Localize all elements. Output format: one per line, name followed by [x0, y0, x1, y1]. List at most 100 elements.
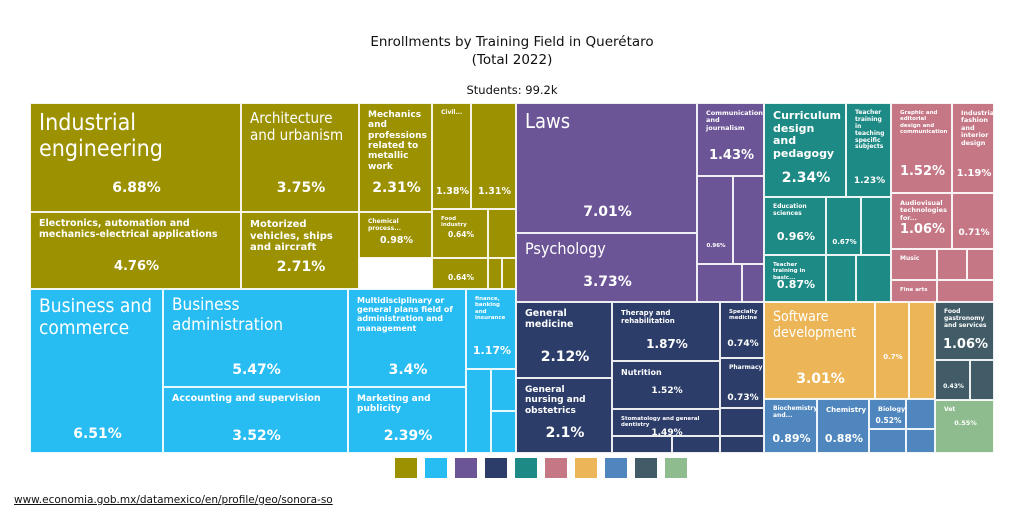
treemap-cell-minor-social[interactable]: [733, 176, 764, 264]
treemap-cell-teacher-training-in-basic[interactable]: Teacher training in basic... 0.87%: [764, 255, 826, 302]
legend-swatch[interactable]: [485, 458, 507, 478]
treemap-cell-graphic-and-editorial-design-and-communi[interactable]: Graphic and editorial design and communi…: [891, 103, 952, 193]
treemap-cell-food-industry[interactable]: Food industry 0.64%: [432, 209, 488, 258]
legend-swatch[interactable]: [605, 458, 627, 478]
cell-value: 2.71%: [276, 259, 326, 275]
treemap-cell-electronics-automation-and-mechanics-ele[interactable]: Electronics, automation and mechanics-el…: [30, 212, 241, 289]
treemap-cell-civil[interactable]: Civil... 1.38%: [432, 103, 471, 209]
legend-swatch[interactable]: [545, 458, 567, 478]
treemap-cell-communication-and-journalism[interactable]: Communication and journalism 1.43%: [697, 103, 764, 176]
treemap-cell-minor-naturalsci[interactable]: [906, 399, 935, 429]
treemap-cell-psychology[interactable]: Psychology 3.73%: [516, 233, 697, 302]
treemap-cell-minor-social[interactable]: [697, 264, 742, 302]
treemap-cell-vet[interactable]: Vet 0.55%: [935, 400, 994, 453]
treemap-cell-biology[interactable]: Biology 0.52%: [869, 399, 906, 429]
legend-swatch[interactable]: [635, 458, 657, 478]
treemap-cell-industrial-fashion-and-interior-design[interactable]: Industrial, fashion and interior design 1…: [952, 103, 994, 193]
chart-title: Enrollments by Training Field in Queréta…: [0, 33, 1024, 69]
cell-value: 3.01%: [796, 371, 845, 387]
treemap-cell-music[interactable]: Music: [891, 249, 937, 280]
legend-swatch[interactable]: [665, 458, 687, 478]
legend-swatch[interactable]: [425, 458, 447, 478]
cell-label: Curriculum design and pedagogy: [773, 109, 841, 160]
treemap-cell-minor-arts[interactable]: [937, 249, 967, 280]
treemap-cell-minor-engineering[interactable]: [502, 258, 516, 289]
treemap-cell-business-and-commerce[interactable]: Business and commerce 6.51%: [30, 289, 163, 453]
treemap-cell-sciences-39[interactable]: 0.7%: [875, 302, 909, 399]
legend-swatch[interactable]: [395, 458, 417, 478]
treemap-cell-minor-arts[interactable]: [967, 249, 994, 280]
cell-value: 1.19%: [956, 168, 992, 179]
treemap-cell-engineering-9[interactable]: 0.64%: [432, 258, 488, 289]
treemap-cell-chemical-process[interactable]: Chemical process... 0.98%: [359, 212, 432, 258]
treemap-cell-minor-naturalsci[interactable]: [906, 429, 935, 453]
cell-label: Graphic and editorial design and communi…: [900, 110, 948, 135]
treemap-cell-minor-education[interactable]: [826, 255, 856, 302]
treemap-cell-minor-services[interactable]: [970, 360, 994, 400]
treemap-cell-biochemistry-and[interactable]: Biochemistry and... 0.89%: [764, 399, 817, 453]
cell-value: 0.71%: [958, 228, 990, 238]
treemap-cell-accounting-and-supervision[interactable]: Accounting and supervision 3.52%: [163, 387, 348, 453]
treemap-cell-minor-business[interactable]: [466, 369, 491, 453]
treemap-cell-finance-banking-and-insurance[interactable]: finance, banking and insurance 1.17%: [466, 289, 516, 369]
treemap-cell-minor-business[interactable]: [491, 369, 516, 411]
treemap-cell-nutrition[interactable]: Nutrition 1.52%: [612, 361, 720, 409]
treemap-cell-general-nursing-and-obstetrics[interactable]: General nursing and obstetrics 2.1%: [516, 378, 612, 453]
treemap-cell-specialty-medicine[interactable]: Specialty medicine 0.74%: [720, 302, 764, 358]
treemap-cell-general-medicine[interactable]: General medicine 2.12%: [516, 302, 612, 378]
treemap-cell-minor-health[interactable]: [672, 436, 720, 453]
treemap-cell-teacher-training-in-teaching-specific-su[interactable]: Teacher training in teaching specific su…: [846, 103, 891, 197]
treemap-cell-minor-education[interactable]: [856, 255, 891, 302]
treemap-cell-minor-sciences[interactable]: [909, 302, 935, 399]
treemap-cell-education-30[interactable]: 0.67%: [826, 197, 861, 255]
legend-swatch[interactable]: [575, 458, 597, 478]
treemap-cell-minor-health[interactable]: [720, 436, 764, 453]
treemap-cell-arts-35[interactable]: 0.71%: [952, 193, 994, 249]
treemap-cell-minor-health[interactable]: [612, 436, 672, 453]
cell-label: Civil...: [441, 109, 463, 116]
treemap-cell-social-19[interactable]: 0.96%: [697, 176, 733, 264]
cell-value: 0.96%: [706, 243, 726, 249]
treemap-cell-software-development[interactable]: Software development 3.01%: [764, 302, 875, 399]
cell-value: 4.76%: [113, 259, 160, 274]
treemap-cell-business-administration[interactable]: Business administration 5.47%: [163, 289, 348, 387]
treemap-cell-education-sciences[interactable]: Education sciences 0.96%: [764, 197, 826, 255]
treemap-cell-minor-social[interactable]: [742, 264, 764, 302]
treemap-cell-architecture-and-urbanism[interactable]: Architecture and urbanism 3.75%: [241, 103, 359, 212]
cell-label: Accounting and supervision: [172, 393, 321, 404]
legend-swatch[interactable]: [455, 458, 477, 478]
treemap-cell-multidisciplinary-or-general-plans-field[interactable]: Multidisciplinary or general plans field…: [348, 289, 466, 387]
treemap-cell-services-44[interactable]: 0.43%: [935, 360, 970, 400]
treemap-cell-minor-naturalsci[interactable]: [869, 429, 906, 453]
treemap-cell-minor-engineering[interactable]: [488, 209, 516, 258]
source-link[interactable]: www.economia.gob.mx/datamexico/en/profil…: [14, 494, 333, 506]
treemap-cell-mechanics-and-professions-related-to-met[interactable]: Mechanics and professions related to met…: [359, 103, 432, 212]
cell-label: Marketing and publicity: [357, 394, 431, 415]
cell-label: Motorized vehicles, ships and aircraft: [250, 219, 333, 253]
treemap-cell-minor-education[interactable]: [861, 197, 891, 255]
treemap-cell-audiovisual-technologies-for[interactable]: Audiovisual technologies for... 1.06%: [891, 193, 952, 249]
cell-value: 0.87%: [776, 278, 816, 291]
treemap-cell-minor-health[interactable]: [720, 408, 764, 436]
treemap-cell-minor-arts[interactable]: [937, 280, 994, 302]
treemap-cell-motorized-vehicles-ships-and-aircraft[interactable]: Motorized vehicles, ships and aircraft 2.…: [241, 212, 359, 289]
treemap-cell-engineering-6[interactable]: 1.31%: [471, 103, 516, 209]
treemap-cell-food-gastronomy-and-services[interactable]: Food gastronomy and services 1.06%: [935, 302, 994, 360]
cell-label: Biology: [878, 405, 906, 413]
treemap-cell-marketing-and-publicity[interactable]: Marketing and publicity 2.39%: [348, 387, 466, 453]
treemap-cell-fine-arts[interactable]: Fine arts: [891, 280, 937, 302]
cell-label: Business and commerce: [39, 295, 152, 339]
chart-title-line1: Enrollments by Training Field in Queréta…: [370, 34, 654, 50]
cell-label: finance, banking and insurance: [475, 296, 506, 321]
treemap-cell-stomatology-and-general-dentistry[interactable]: Stomatology and general dentistry 1.49%: [612, 409, 720, 436]
treemap-cell-pharmacy[interactable]: Pharmacy 0.73%: [720, 358, 764, 408]
treemap-cell-chemistry[interactable]: Chemistry 0.88%: [817, 399, 869, 453]
treemap-cell-minor-business[interactable]: [491, 411, 516, 453]
legend-swatch[interactable]: [515, 458, 537, 478]
treemap-cell-laws[interactable]: Laws 7.01%: [516, 103, 697, 233]
treemap-cell-curriculum-design-and-pedagogy[interactable]: Curriculum design and pedagogy 2.34%: [764, 103, 846, 197]
treemap-cell-industrial-engineering[interactable]: Industrial engineering 6.88%: [30, 103, 241, 212]
treemap-cell-minor-engineering[interactable]: [488, 258, 502, 289]
treemap-cell-therapy-and-rehabilitation[interactable]: Therapy and rehabilitation 1.87%: [612, 302, 720, 361]
